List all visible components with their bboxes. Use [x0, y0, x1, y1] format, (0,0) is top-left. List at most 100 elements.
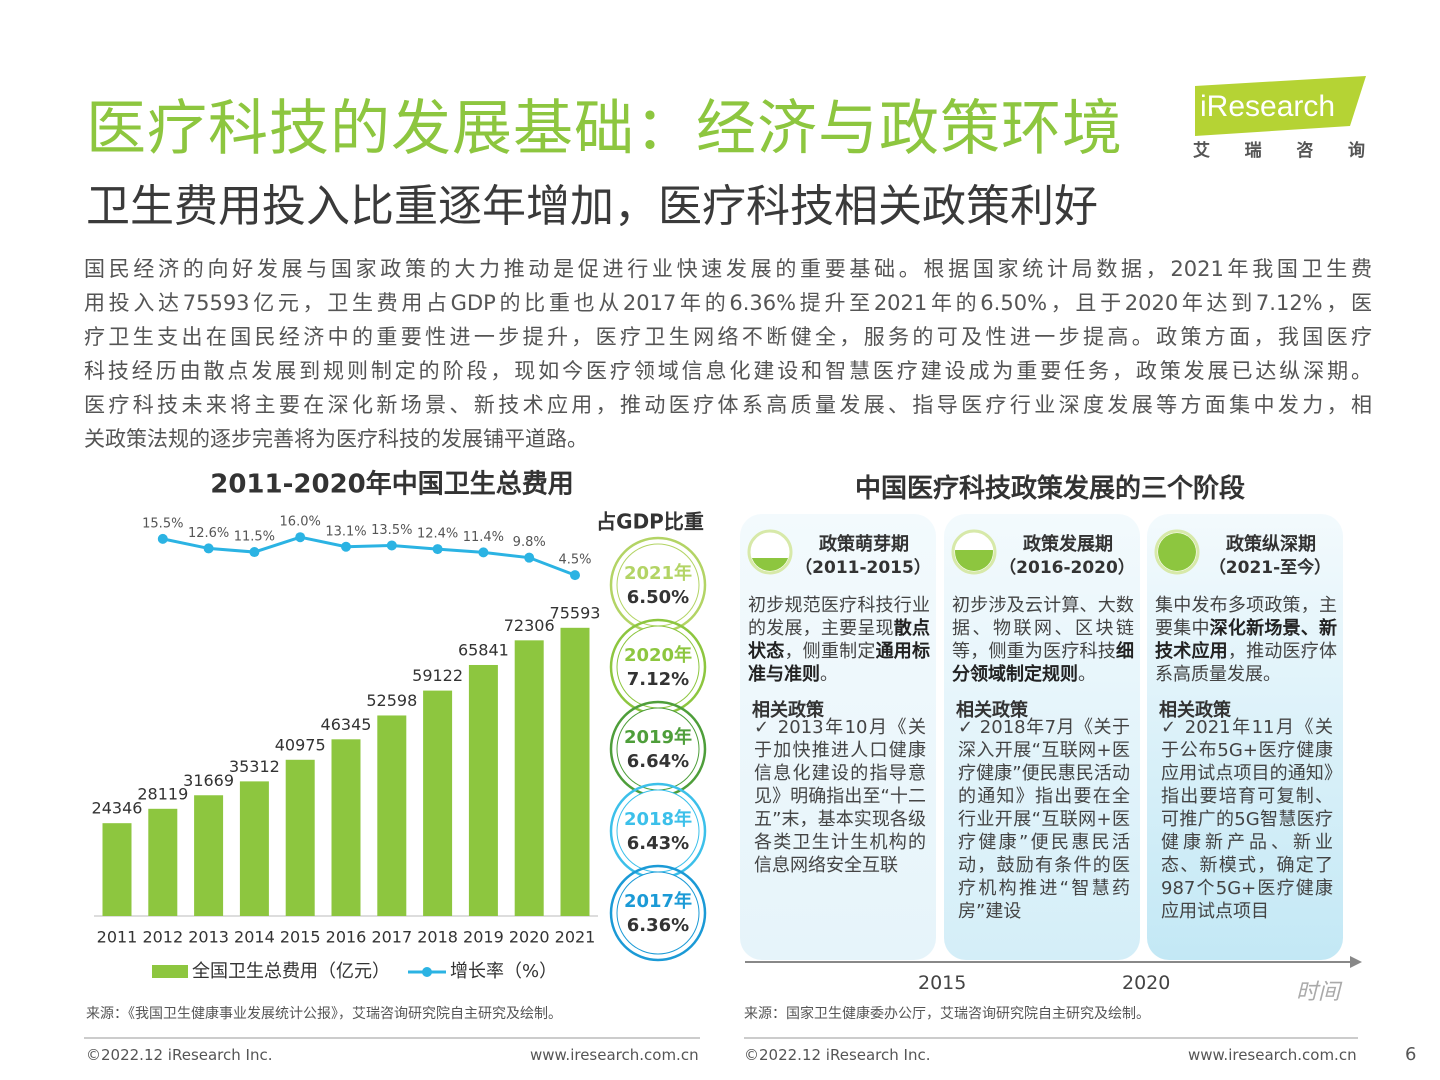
bar	[102, 823, 132, 916]
value-label: 46345	[321, 715, 372, 734]
gdp-year: 2017年	[624, 890, 692, 912]
legend-label: 增长率（%）	[450, 961, 557, 982]
x-tick-label: 2015	[280, 928, 321, 947]
gdp-value: 6.64%	[627, 751, 689, 772]
timeline-label: 2015	[918, 972, 967, 994]
gdp-title: 占GDP比重	[596, 510, 704, 534]
gdp-ring-inner	[616, 707, 700, 791]
gdp-value: 6.43%	[627, 833, 689, 854]
stage-icon	[747, 529, 793, 575]
stage-period: （2011-2015）	[795, 558, 931, 578]
page-number: 6	[1405, 1044, 1417, 1065]
source: 来源：国家卫生健康委办公厅，艾瑞咨询研究院自主研究及绘制。	[744, 1006, 1150, 1022]
stage-desc: 初步涉及云计算、大数据、物联网、区块链等，侧重为医疗科技细分领域制定规则。	[952, 594, 1134, 686]
x-tick-label: 2020	[509, 928, 550, 947]
gdp-ring-inner	[616, 871, 700, 955]
title: 医疗科技的发展基础：经济与政策环境	[86, 94, 1123, 164]
policy-title: 中国医疗科技政策发展的三个阶段	[854, 474, 1245, 504]
subtitle: 卫生费用投入比重逐年增加，医疗科技相关政策利好	[86, 181, 1098, 232]
value-label: 12.6%	[188, 526, 229, 541]
x-tick-label: 2016	[326, 928, 367, 947]
intro-line: 疗卫生支出在国民经济中的重要性进一步提升，医疗卫生网络不断健全，服务的可及性进一…	[84, 325, 1372, 349]
gdp-year: 2020年	[624, 644, 692, 666]
chart-title: 2011-2020年中国卫生总费用	[210, 469, 574, 500]
stage-icon-group	[1154, 529, 1200, 575]
gdp-ring-inner	[616, 789, 700, 873]
copyright: ©2022.12 iResearch Inc.	[86, 1046, 273, 1064]
stage-card: 政策纵深期 （2021-至今） 集中发布多项政策，主要集中深化新场景、新技术应用，推…	[1147, 514, 1343, 960]
value-label: 65841	[458, 640, 509, 659]
gdp-value: 6.50%	[627, 587, 689, 608]
x-tick-label: 2017	[371, 928, 412, 947]
gdp-year: 2021年	[624, 562, 692, 584]
axis-label: 时间	[1296, 980, 1341, 1005]
value-label: 28119	[137, 784, 188, 803]
related-label: 相关政策	[1159, 700, 1231, 721]
stage-icon	[1154, 529, 1200, 575]
stage-name: 政策发展期	[1023, 534, 1113, 555]
chart: 2011-2020年中国卫生总费用 2011 2012 2013 2014 2015 201…	[92, 469, 707, 982]
value-label: 13.1%	[325, 524, 366, 539]
intro-line: 国民经济的向好发展与国家政策的大力推动是促进行业快速发展的重要基础。根据国家统计…	[84, 257, 1372, 281]
value-label: 16.0%	[280, 515, 321, 530]
bar	[423, 690, 453, 916]
desc-segment: 。	[820, 664, 838, 685]
value-label: 52598	[366, 691, 417, 710]
intro-line: 用投入达75593亿元，卫生费用占GDP的比重也从2017年的6.36%提升至2…	[84, 291, 1372, 315]
legend-label: 全国卫生总费用（亿元）	[192, 961, 390, 982]
logo-cn: 艾 瑞 咨 询	[1193, 140, 1365, 161]
timeline-label: 2020	[1122, 972, 1171, 994]
bar	[514, 640, 544, 916]
line-point	[478, 547, 489, 558]
line-point	[249, 547, 260, 558]
desc-segment: 集中发布多项政策，主要集中	[1155, 595, 1337, 639]
related-label: 相关政策	[956, 700, 1028, 721]
desc-segment: 散点状态	[748, 618, 931, 662]
logo-bg	[1195, 76, 1366, 136]
value-label: 4.5%	[558, 553, 591, 568]
desc-segment: 初步规范医疗科技行业的发展，主要呈现	[748, 595, 930, 639]
desc-segment: ，推动医疗体系高质量发展。	[1155, 641, 1338, 685]
value-label: 24346	[92, 799, 143, 818]
stage-desc: 初步规范医疗科技行业的发展，主要呈现散点状态，侧重制定通用标准与准则。	[748, 594, 930, 686]
line-point	[157, 533, 168, 544]
intro-line: 科技经历由散点发展到规则制定的阶段，现如今医疗领域信息化建设和智慧医疗建设成为重…	[84, 359, 1372, 383]
desc-segment: 通用标准与准则	[748, 641, 931, 685]
stage-period: （2021-至今）	[1208, 558, 1332, 578]
line-point	[203, 543, 214, 554]
bar	[468, 664, 498, 916]
value-label: 12.4%	[417, 527, 458, 542]
policy-detail: ✓ 2018年7月《关于深入开展“互联网+医疗健康”便民惠民活动的通知》指出要在…	[958, 717, 1130, 922]
gdp-year: 2019年	[624, 726, 692, 748]
stage-card: 政策萌芽期 （2011-2015） 初步规范医疗科技行业的发展，主要呈现散点状态，侧…	[740, 514, 936, 960]
stage-icon	[951, 529, 997, 575]
policy-detail: ✓ 2013年10月《关于加快推进人口健康信息化建设的指导意见》明确指出至“十二…	[754, 717, 926, 876]
bar	[285, 759, 315, 916]
value-label: 15.5%	[142, 516, 183, 531]
bar	[331, 739, 361, 916]
stage-icon-fill	[955, 550, 993, 571]
line-point	[341, 541, 351, 552]
gdp-ring-inner	[616, 543, 700, 627]
stage-name: 政策萌芽期	[819, 534, 909, 555]
bar	[194, 795, 224, 916]
stage-icon-fill	[751, 558, 789, 571]
desc-segment: 深化新场景、新技术应用	[1155, 618, 1338, 662]
gdp-ring	[609, 864, 707, 962]
bar	[560, 627, 590, 916]
line-point	[570, 570, 580, 581]
url: www.iresearch.com.cn	[530, 1046, 699, 1064]
x-tick-label: 2021	[555, 928, 596, 947]
value-label: 59122	[412, 666, 463, 685]
desc-segment: 。	[1078, 664, 1096, 685]
stage-period: （2016-2020）	[999, 558, 1135, 578]
x-tick-label: 2013	[188, 928, 229, 947]
gdp-value: 6.36%	[627, 915, 689, 936]
stage-icon-group	[747, 529, 793, 575]
x-tick-label: 2014	[234, 928, 275, 947]
desc-segment: ，侧重制定	[784, 641, 876, 662]
line-point	[524, 552, 535, 563]
value-label: 72306	[504, 616, 555, 635]
